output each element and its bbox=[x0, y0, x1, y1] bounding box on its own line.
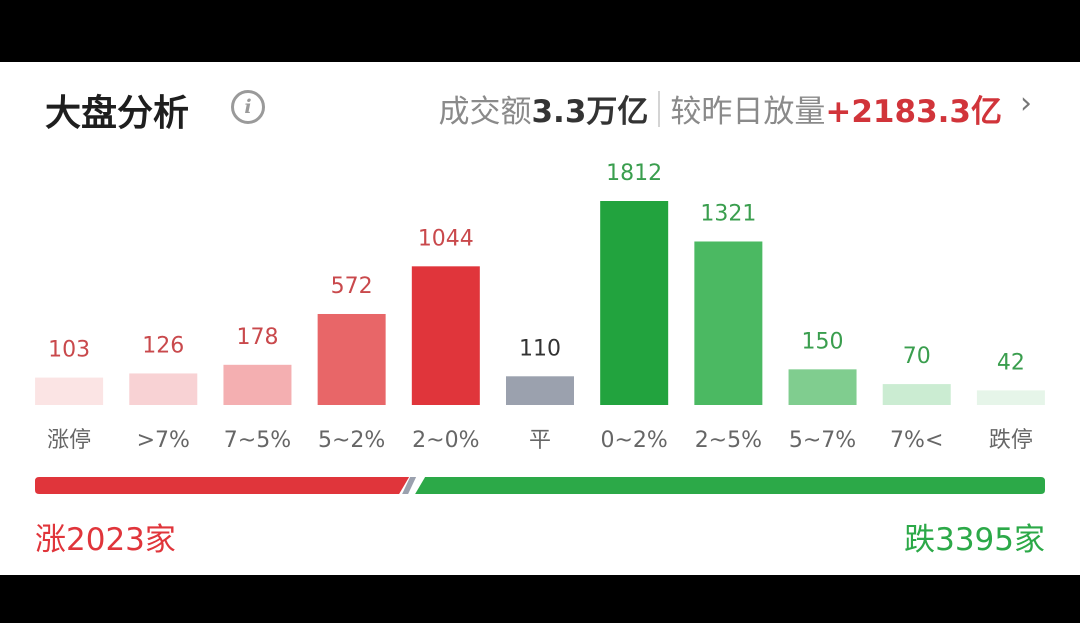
category-label: 0~2% bbox=[601, 428, 668, 453]
category-label: 平 bbox=[529, 428, 551, 453]
category-label: 涨停 bbox=[47, 428, 91, 453]
bar bbox=[882, 384, 951, 405]
up-bar bbox=[35, 477, 410, 494]
down-count: 跌3395家 bbox=[904, 522, 1045, 558]
value-label: 178 bbox=[236, 325, 278, 350]
bar bbox=[129, 373, 198, 405]
chart: 103 涨停 126 >7% 178 7~5% 572 5~2% 1044 2~0% 110 平 181… bbox=[35, 161, 1045, 494]
stats: 成交额 3.3万亿 较昨日放量 +2183.3亿 bbox=[438, 86, 1002, 131]
value-label: 103 bbox=[48, 338, 90, 363]
bar bbox=[694, 241, 763, 405]
bar bbox=[600, 201, 669, 405]
category-label: >7% bbox=[137, 428, 190, 453]
category-label: 2~0% bbox=[412, 428, 479, 453]
category-label: 5~7% bbox=[789, 428, 856, 453]
bar bbox=[35, 377, 104, 405]
down-bar bbox=[415, 477, 1045, 494]
value-label: 110 bbox=[519, 336, 561, 361]
value-label: 1321 bbox=[700, 201, 756, 226]
category-label: 跌停 bbox=[989, 428, 1033, 453]
value-label: 1044 bbox=[418, 226, 474, 251]
turnover: 3.3万亿 bbox=[531, 94, 649, 130]
value-label: 150 bbox=[802, 329, 844, 354]
turnover-label: 成交额 bbox=[438, 94, 532, 130]
change-label: 较昨日放量 bbox=[670, 94, 826, 130]
category-label: 2~5% bbox=[695, 428, 762, 453]
bar bbox=[976, 390, 1045, 405]
market-panel: 大盘分析 i 成交额 3.3万亿 较昨日放量 +2183.3亿 › 103 涨停 1… bbox=[0, 62, 1080, 575]
bar bbox=[411, 266, 480, 405]
value-label: 1812 bbox=[606, 161, 662, 186]
value-label: 126 bbox=[142, 333, 184, 358]
separator bbox=[658, 90, 661, 127]
category-label: 5~2% bbox=[318, 428, 385, 453]
category-label: 7~5% bbox=[224, 428, 291, 453]
value-label: 572 bbox=[331, 274, 373, 299]
category-label: 7%< bbox=[890, 428, 943, 453]
bar bbox=[317, 313, 386, 405]
bar bbox=[506, 376, 574, 405]
more-arrow[interactable]: › bbox=[1020, 86, 1032, 121]
title: 大盘分析 bbox=[45, 93, 190, 134]
bar bbox=[223, 364, 292, 405]
gap bbox=[402, 477, 417, 494]
info-icon[interactable]: i bbox=[231, 90, 265, 124]
value-label: 42 bbox=[997, 350, 1025, 375]
up-count: 涨2023家 bbox=[35, 522, 176, 558]
value-label: 70 bbox=[903, 344, 931, 369]
change: +2183.3亿 bbox=[825, 94, 1002, 130]
bar bbox=[788, 369, 857, 405]
